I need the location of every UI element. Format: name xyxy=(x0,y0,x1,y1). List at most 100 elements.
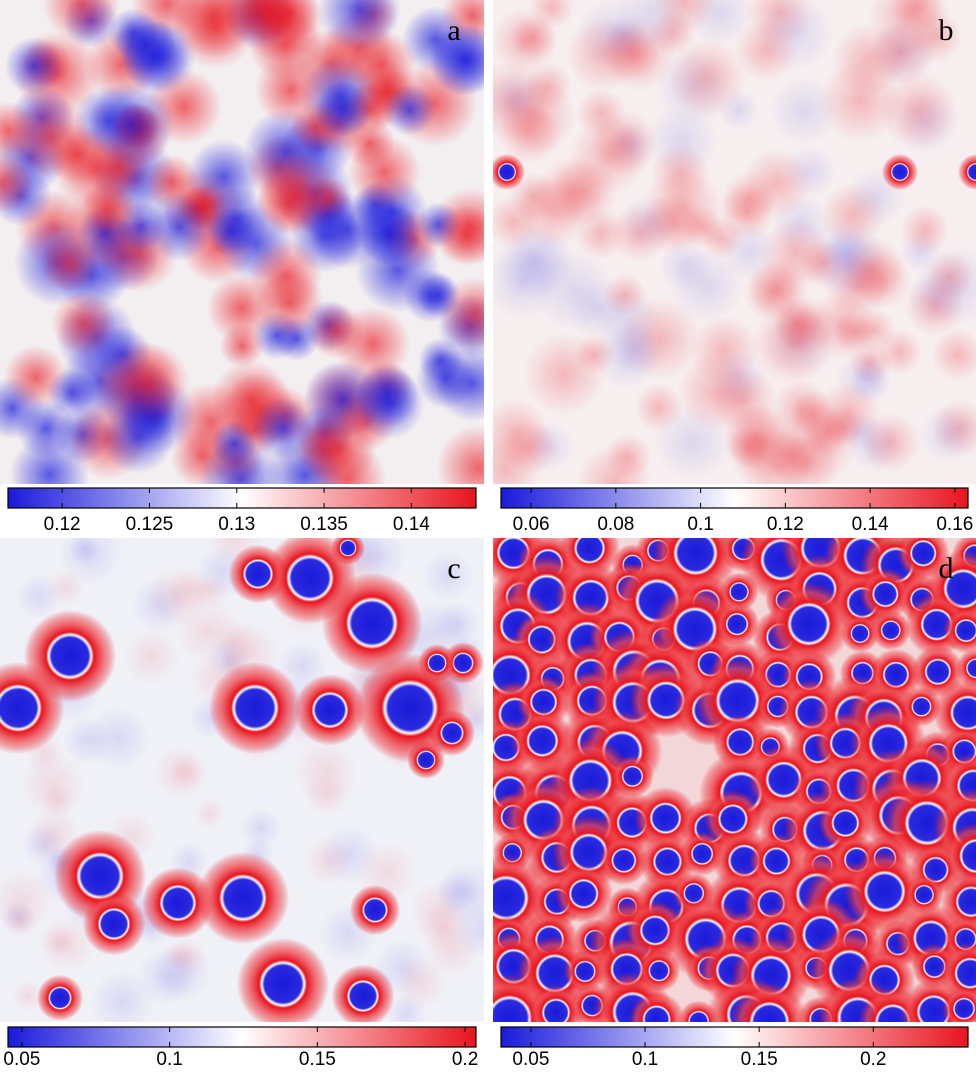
field-spot xyxy=(331,964,395,1022)
field-blob xyxy=(241,808,282,849)
field-blob xyxy=(251,397,314,460)
field-blob xyxy=(249,238,323,312)
colorbar-tick-label: 0.1 xyxy=(156,1049,182,1070)
field-blob xyxy=(38,915,96,973)
panel-label: c xyxy=(447,552,460,585)
field-image xyxy=(0,0,484,484)
field-spot xyxy=(528,984,584,1022)
field-spot xyxy=(82,892,146,956)
field-blob xyxy=(19,751,86,818)
field-spot xyxy=(956,648,976,689)
field-spot xyxy=(943,607,976,654)
field-blob xyxy=(383,83,436,136)
field-blob xyxy=(194,798,225,830)
field-spot xyxy=(611,755,654,798)
field-blob xyxy=(436,869,480,913)
field-blob xyxy=(403,269,458,323)
field-blob xyxy=(47,368,97,418)
field-blob xyxy=(761,218,832,289)
field-blob xyxy=(569,116,648,195)
field-spot xyxy=(844,850,926,933)
field-blob xyxy=(925,252,975,301)
field-blob xyxy=(900,205,950,255)
colorbar-tick-label: 0.06 xyxy=(513,514,550,535)
field-blob xyxy=(122,627,181,686)
field-blob xyxy=(502,419,558,475)
field-spot xyxy=(942,986,976,1022)
field-blob xyxy=(931,328,976,382)
field-spot xyxy=(349,884,401,936)
field-spot xyxy=(428,709,476,757)
panel-label: a xyxy=(447,14,460,47)
field-blob xyxy=(509,172,559,222)
field-blob xyxy=(146,565,209,628)
field-blob xyxy=(423,550,474,601)
field-blob xyxy=(0,101,37,160)
field-spot xyxy=(767,582,851,666)
colorbar-tick-label: 0.16 xyxy=(936,514,973,535)
field-spot xyxy=(554,864,613,924)
field-blob xyxy=(757,0,834,71)
field-blob xyxy=(523,333,606,416)
panel-label: d xyxy=(939,552,954,585)
field-blob xyxy=(669,248,744,323)
field-blob xyxy=(819,59,902,143)
field-blob xyxy=(40,233,99,292)
field-blob xyxy=(88,81,174,168)
field-spot xyxy=(882,154,918,190)
field-blob xyxy=(610,204,669,262)
field-blob xyxy=(919,405,976,465)
field-blob xyxy=(453,902,484,958)
field-blob xyxy=(427,23,484,97)
field-blob xyxy=(771,297,823,349)
field-blob xyxy=(317,0,401,52)
field-blob xyxy=(299,410,377,484)
colorbar-tick-label: 0.08 xyxy=(597,514,634,535)
field-spot xyxy=(859,568,912,621)
field-spot xyxy=(294,674,366,746)
field-blob xyxy=(435,205,484,267)
field-spot xyxy=(263,538,357,625)
field-spot xyxy=(719,572,759,612)
colorbar-tick-label: 0.15 xyxy=(299,1049,336,1070)
colorbar-tick-label: 0.1 xyxy=(632,1049,658,1070)
colorbar xyxy=(7,1026,477,1048)
field-blob xyxy=(254,53,327,126)
field-blob xyxy=(42,0,120,42)
field-blob xyxy=(821,405,864,448)
field-spot xyxy=(628,991,685,1022)
field-blob xyxy=(51,291,116,356)
field-blob xyxy=(416,349,476,409)
colorbar-tick-label: 0.14 xyxy=(393,514,430,535)
field-spot xyxy=(958,154,976,190)
field-blob xyxy=(839,236,905,302)
field-blob xyxy=(219,323,265,368)
panel-label: b xyxy=(939,14,954,47)
field-blob xyxy=(292,738,359,805)
field-spot xyxy=(142,867,214,939)
field-blob xyxy=(860,412,920,472)
colorbar-tick-label: 0.2 xyxy=(452,1049,478,1070)
field-blob xyxy=(576,88,627,139)
field-blob xyxy=(868,0,950,57)
colorbar xyxy=(500,1026,969,1048)
panel: a 0.12 0.125 0.13 0.135 0.14 xyxy=(0,0,484,535)
field-spot xyxy=(208,661,302,755)
field-spot xyxy=(407,741,445,779)
field-image xyxy=(493,538,976,1022)
field-spot xyxy=(196,851,290,945)
colorbar-tick-label: 0.14 xyxy=(852,514,889,535)
field-image xyxy=(0,538,484,1022)
field-blob xyxy=(436,425,484,484)
field-blob xyxy=(62,716,112,765)
field-blob xyxy=(774,433,840,484)
panel: c 0.05 0.1 0.15 0.2 xyxy=(0,538,484,1070)
field-image xyxy=(493,0,976,484)
field-blob xyxy=(169,938,208,976)
colorbar xyxy=(500,487,969,509)
field-spot xyxy=(0,661,65,755)
field-spot xyxy=(730,983,809,1022)
colorbar-tick-label: 0.125 xyxy=(126,514,174,535)
field-spot xyxy=(870,610,911,651)
